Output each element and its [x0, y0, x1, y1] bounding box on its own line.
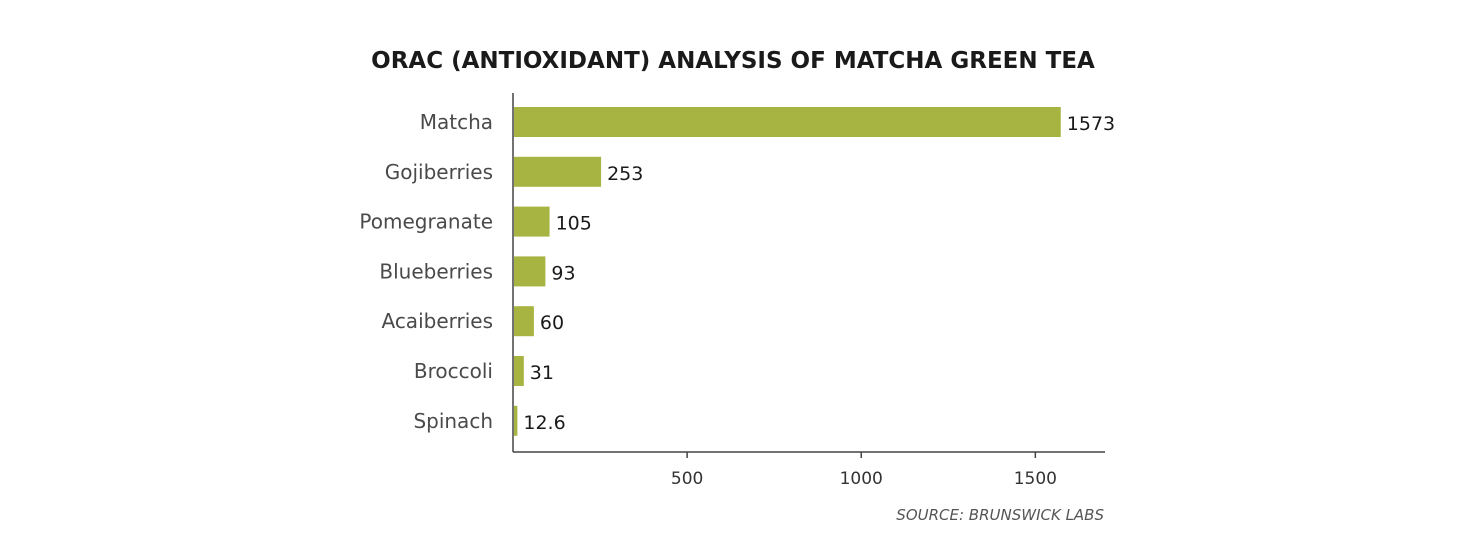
chart-title: ORAC (ANTIOXIDANT) ANALYSIS OF MATCHA GR… — [371, 48, 1095, 74]
value-label-pomegranate: 105 — [556, 213, 592, 235]
value-label-acaiberries: 60 — [540, 312, 564, 334]
category-label-broccoli: Broccoli — [414, 359, 493, 383]
category-label-pomegranate: Pomegranate — [359, 210, 493, 234]
category-label-blueberries: Blueberries — [379, 259, 493, 283]
value-label-broccoli: 31 — [530, 362, 554, 384]
bar-pomegranate — [514, 206, 550, 237]
x-tick-label-1500: 1500 — [1014, 469, 1057, 489]
bar-acaiberries — [514, 306, 534, 337]
x-tick-label-500: 500 — [671, 469, 703, 489]
category-labels-group: Matcha Gojiberries Pomegranate Blueberries A… — [359, 110, 493, 433]
category-label-spinach: Spinach — [413, 409, 493, 433]
value-label-blueberries: 93 — [551, 262, 575, 284]
value-labels-group: 1573 253 105 93 60 31 12.6 — [523, 113, 1115, 434]
category-label-acaiberries: Acaiberries — [381, 309, 493, 333]
bar-broccoli — [514, 356, 524, 386]
source-note: SOURCE: BRUNSWICK LABS — [896, 506, 1104, 524]
value-label-matcha: 1573 — [1067, 113, 1115, 135]
x-ticks-group: 500 1000 1500 — [671, 452, 1057, 489]
category-label-gojiberries: Gojiberries — [385, 160, 493, 184]
bar-gojiberries — [514, 156, 602, 187]
value-label-gojiberries: 253 — [607, 163, 643, 185]
bar-matcha — [514, 107, 1061, 137]
value-label-spinach: 12.6 — [523, 412, 565, 434]
bar-blueberries — [514, 256, 546, 287]
bars-group — [514, 107, 1061, 436]
x-tick-label-1000: 1000 — [840, 469, 883, 489]
category-label-matcha: Matcha — [420, 110, 493, 134]
bar-spinach — [514, 405, 518, 436]
